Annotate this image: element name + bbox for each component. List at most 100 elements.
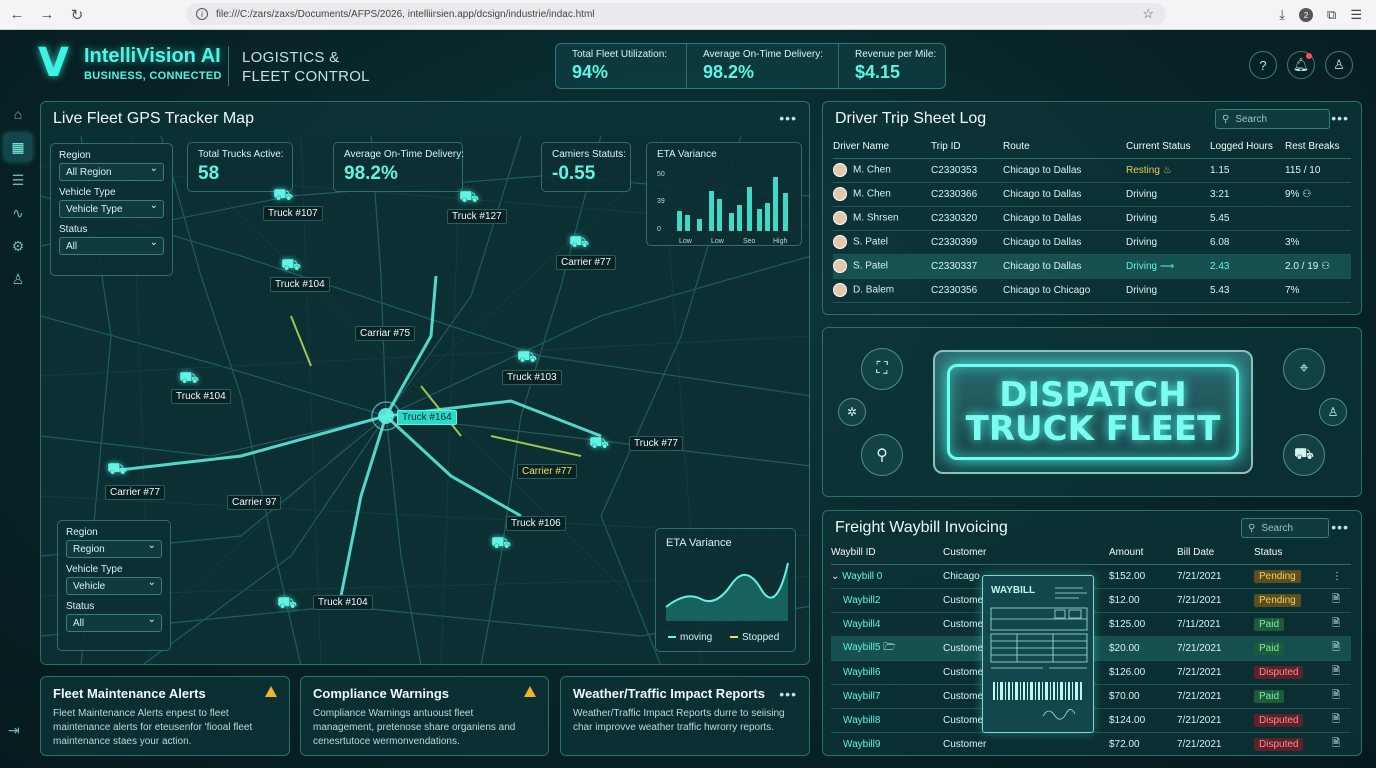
- document-icon[interactable]: 🗎: [1332, 684, 1351, 709]
- row-menu-icon[interactable]: ⋮: [1332, 564, 1351, 589]
- table-row[interactable]: M. Chen C2330353 Chicago to Dallas Resti…: [833, 158, 1351, 183]
- waybill-id[interactable]: Waybill6: [843, 666, 881, 678]
- truck-label[interactable]: Truck #104: [171, 389, 231, 404]
- bell-icon[interactable]: 🔔︎: [1287, 51, 1315, 79]
- map-more-icon[interactable]: •••: [779, 110, 797, 126]
- truck-label[interactable]: Carrier 97: [227, 495, 282, 510]
- truck-icon[interactable]: ⛟: [107, 461, 128, 478]
- truck-icon[interactable]: ⛟: [281, 257, 302, 274]
- dispatch-truck-fleet-button[interactable]: DISPATCH TRUCK FLEET: [933, 350, 1253, 474]
- document-icon[interactable]: 🗎: [1332, 708, 1351, 733]
- table-row[interactable]: M. Chen C2330366 Chicago to Dallas Drivi…: [833, 182, 1351, 207]
- status-select[interactable]: All: [66, 614, 162, 632]
- bookmark-star-icon[interactable]: ☆: [1142, 6, 1154, 21]
- truck-icon[interactable]: ⛟: [273, 187, 294, 204]
- table-row[interactable]: D. Balem C2330356 Chicago to Chicago Dri…: [833, 278, 1351, 303]
- settings-icon[interactable]: ⚙: [11, 237, 25, 254]
- document-icon[interactable]: 🗎: [1332, 660, 1351, 685]
- profile-badge[interactable]: 2: [1299, 8, 1314, 22]
- truck-label[interactable]: Truck #127: [447, 209, 507, 224]
- alert-more-icon[interactable]: •••: [779, 686, 797, 702]
- waybill-id[interactable]: Waybill 0: [842, 570, 883, 582]
- back-icon[interactable]: ←: [9, 6, 25, 23]
- waybill-id[interactable]: Waybill2: [843, 594, 881, 606]
- waybill-more-icon[interactable]: •••: [1331, 519, 1349, 535]
- profile-icon[interactable]: ♙: [11, 270, 25, 287]
- document-icon[interactable]: 🗎: [1332, 732, 1351, 755]
- col-header[interactable]: Current Status: [1126, 136, 1210, 159]
- truck-label[interactable]: Carrier #77: [517, 464, 578, 479]
- user-icon[interactable]: ♙: [1325, 51, 1353, 79]
- waybill-id[interactable]: Waybill7: [843, 690, 881, 702]
- gps-map[interactable]: Region All Region Vehicle Type Vehicle T…: [41, 136, 809, 664]
- route-icon[interactable]: ∿: [12, 204, 24, 221]
- truck-label[interactable]: Carrier #77: [105, 485, 166, 500]
- col-header[interactable]: Amount: [1109, 542, 1177, 565]
- table-row[interactable]: S. Patel C2330399 Chicago to Dallas Driv…: [833, 230, 1351, 255]
- col-header[interactable]: Rest Breaks: [1285, 136, 1351, 159]
- map-pin-icon[interactable]: ⌖: [1283, 348, 1325, 390]
- trip-search-input[interactable]: ⚲ Search: [1215, 109, 1330, 129]
- trip-log-more-icon[interactable]: •••: [1331, 110, 1349, 126]
- route-plan-icon[interactable]: ⚲: [861, 434, 903, 476]
- truck-label[interactable]: Truck #103: [502, 370, 562, 385]
- truck-label-highlighted[interactable]: Truck #164: [397, 410, 457, 425]
- document-icon[interactable]: 🗎: [1332, 636, 1351, 661]
- col-header[interactable]: Route: [1003, 136, 1126, 159]
- home-icon[interactable]: ⌂: [13, 106, 23, 122]
- forward-icon[interactable]: →: [39, 6, 55, 23]
- truck-icon[interactable]: ⛟: [1283, 434, 1325, 476]
- waybill-id[interactable]: Waybill4: [843, 618, 881, 630]
- col-header[interactable]: Trip ID: [931, 136, 1003, 159]
- table-row[interactable]: M. Shrsen C2330320 Chicago to Dallas Dri…: [833, 206, 1351, 231]
- table-row-selected[interactable]: S. Patel C2330337 Chicago to Dallas Driv…: [833, 254, 1351, 279]
- site-info-icon[interactable]: i: [196, 8, 208, 20]
- vehicle-select[interactable]: Vehicle: [66, 577, 162, 595]
- col-header[interactable]: Status: [1254, 542, 1332, 565]
- region-select[interactable]: All Region: [59, 163, 164, 181]
- status-select[interactable]: All: [59, 237, 164, 255]
- truck-icon[interactable]: ⛟: [179, 370, 200, 387]
- col-header[interactable]: Driver Name: [833, 136, 931, 159]
- truck-label[interactable]: Truck #104: [270, 277, 330, 292]
- waybill-search-input[interactable]: ⚲ Search: [1241, 518, 1329, 538]
- menu-icon[interactable]: ☰: [1350, 7, 1362, 22]
- download-icon[interactable]: ⤓: [1279, 7, 1286, 22]
- waybill-id[interactable]: Waybill5: [843, 641, 881, 653]
- dashboard-icon[interactable]: ▦: [4, 133, 32, 161]
- col-header[interactable]: Waybill ID: [831, 542, 943, 565]
- logout-icon[interactable]: ⇥: [8, 722, 20, 738]
- truck-icon[interactable]: ⛟: [277, 595, 298, 612]
- vehicle-select[interactable]: Vehicle Type: [59, 200, 164, 218]
- truck-label[interactable]: Truck #77: [629, 436, 684, 451]
- truck-label[interactable]: Truck #106: [506, 516, 566, 531]
- list-icon[interactable]: ☰: [11, 171, 25, 188]
- waybill-id[interactable]: Waybill9: [843, 738, 881, 750]
- col-header[interactable]: Logged Hours: [1210, 136, 1285, 159]
- chevron-down-icon[interactable]: ⌄: [831, 570, 840, 582]
- waybill-document-preview[interactable]: WAYBILL: [982, 575, 1094, 733]
- region-select[interactable]: Region: [66, 540, 162, 558]
- truck-label[interactable]: Carrier #77: [556, 255, 617, 270]
- truck-icon[interactable]: ⛟: [491, 535, 512, 552]
- truck-label[interactable]: Truck #104: [313, 595, 373, 610]
- truck-icon[interactable]: ⛟: [517, 349, 538, 366]
- help-icon[interactable]: ?: [1249, 51, 1277, 79]
- truck-label[interactable]: Carriar #75: [355, 326, 416, 341]
- truck-icon[interactable]: ⛟: [589, 435, 610, 452]
- extensions-icon[interactable]: ⧉: [1327, 7, 1337, 22]
- truck-icon[interactable]: ⛟: [459, 189, 480, 206]
- document-icon[interactable]: 🗎: [1332, 588, 1351, 613]
- col-header[interactable]: Bill Date: [1177, 542, 1254, 565]
- table-row[interactable]: Waybill9 Customer $72.00 7/21/2021 Dispu…: [831, 732, 1351, 755]
- col-header[interactable]: Customer: [943, 542, 1109, 565]
- reload-icon[interactable]: ↻: [70, 6, 84, 24]
- driver-icon[interactable]: ♙: [1319, 398, 1347, 426]
- document-icon[interactable]: 🗎: [1332, 612, 1351, 637]
- cargo-icon[interactable]: ⛶: [861, 348, 903, 390]
- network-icon[interactable]: ✲: [838, 398, 866, 426]
- truck-icon[interactable]: ⛟: [569, 234, 590, 251]
- table-row[interactable]: Waybill8 Customer $124.00 7/21/2021 Disp…: [831, 708, 1351, 733]
- waybill-id[interactable]: Waybill8: [843, 714, 881, 726]
- address-bar[interactable]: i file:///C:/zars/zaxs/Documents/AFPS/20…: [186, 3, 1166, 25]
